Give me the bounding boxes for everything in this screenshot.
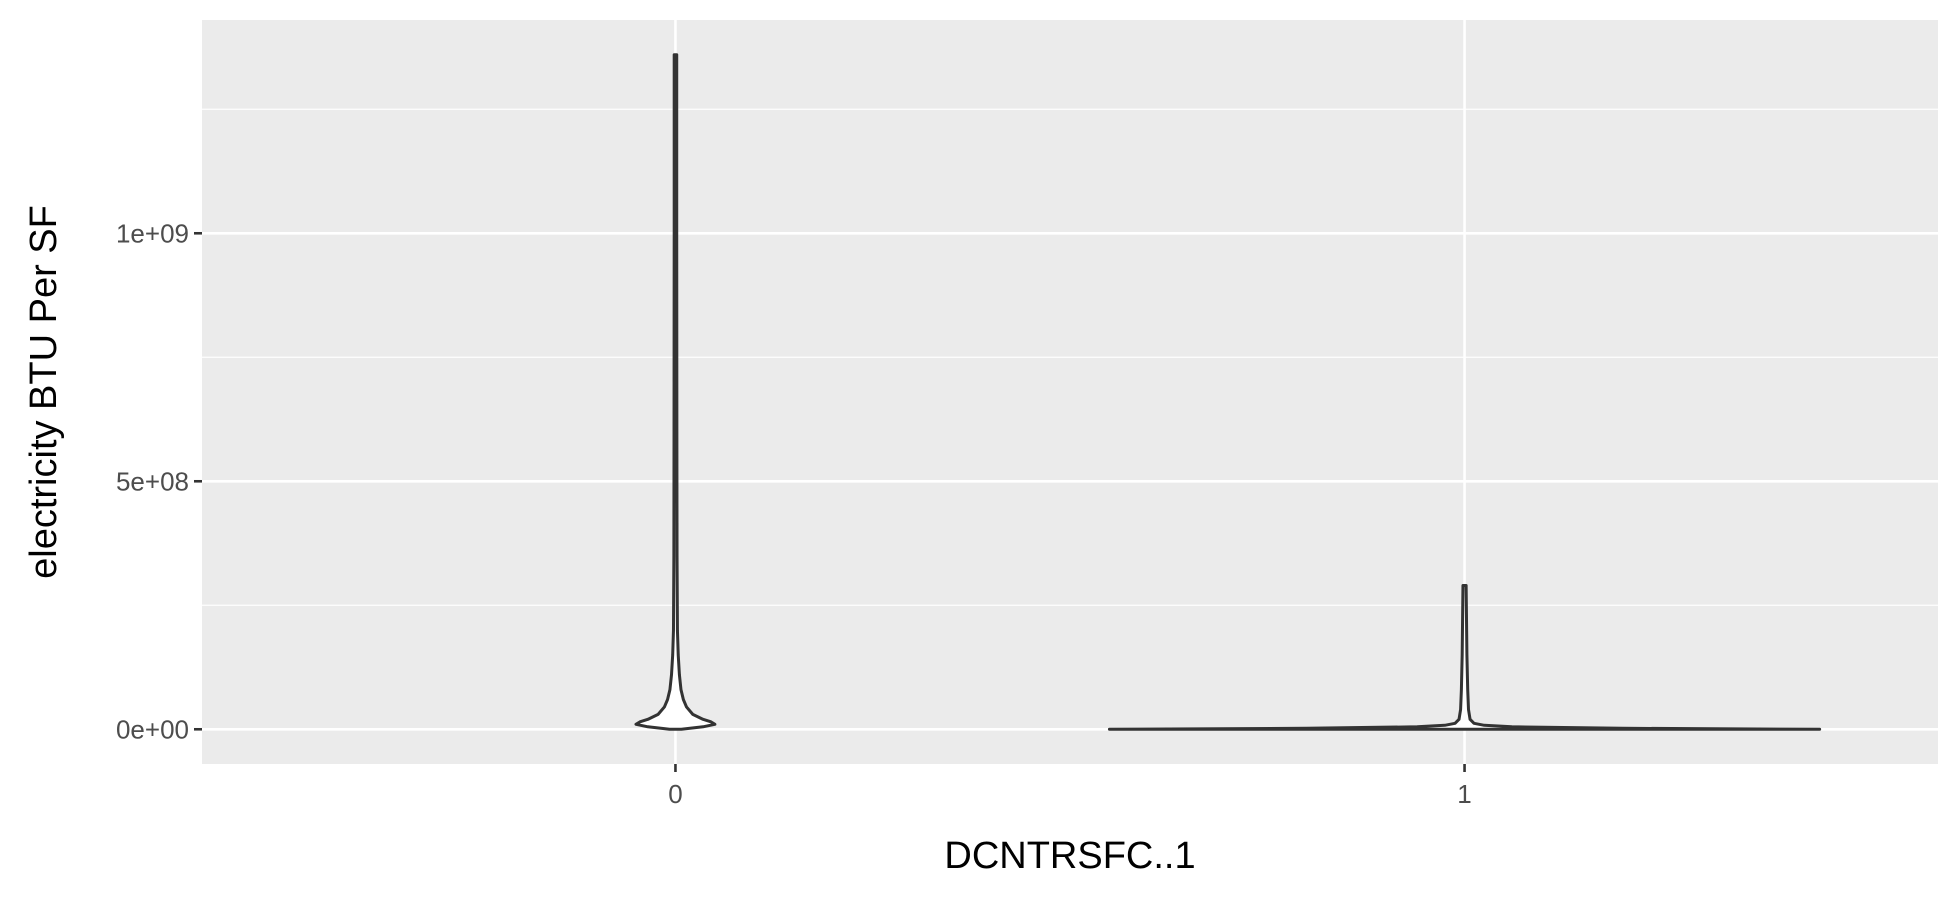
y-axis-title: electricity BTU Per SF bbox=[23, 205, 65, 579]
minor-gridlines bbox=[202, 108, 1938, 606]
plot-panel bbox=[202, 20, 1938, 764]
y-tick-label: 1e+09 bbox=[116, 218, 189, 248]
violins bbox=[634, 53, 1822, 731]
x-axis-title: DCNTRSFC..1 bbox=[944, 835, 1195, 877]
x-tick-label: 1 bbox=[1457, 779, 1471, 809]
y-tick-label: 5e+08 bbox=[116, 466, 189, 496]
y-axis: 0e+00 5e+08 1e+09 bbox=[116, 218, 202, 744]
violin-0 bbox=[634, 53, 717, 731]
x-tick-label: 0 bbox=[668, 779, 682, 809]
y-tick-label: 0e+00 bbox=[116, 714, 189, 744]
violin-1 bbox=[1107, 583, 1822, 731]
